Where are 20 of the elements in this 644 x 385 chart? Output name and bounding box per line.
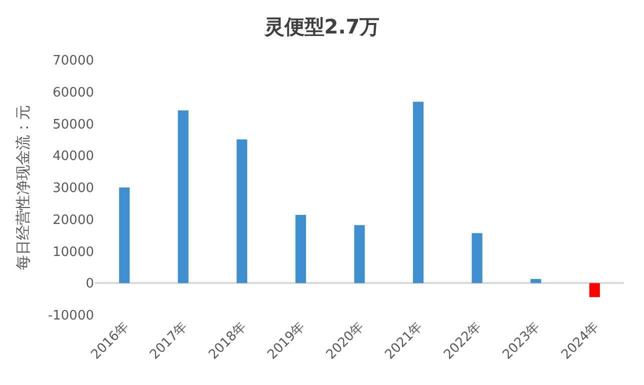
bar xyxy=(295,214,306,284)
y-tick-label: 10000 xyxy=(52,244,94,260)
y-tick-label: 70000 xyxy=(52,54,94,69)
y-axis-title: 每日经营性净现金流：元 xyxy=(14,105,32,270)
y-tick-label: 30000 xyxy=(52,181,94,196)
y-tick-label: 50000 xyxy=(52,117,94,132)
bar xyxy=(354,225,365,284)
bar xyxy=(472,233,482,284)
bar xyxy=(412,102,424,284)
bar xyxy=(530,278,542,284)
bar xyxy=(178,110,188,284)
bar xyxy=(119,188,130,284)
bar xyxy=(236,139,248,284)
y-tick-label: 0 xyxy=(86,276,94,292)
y-tick-label: 60000 xyxy=(52,85,94,100)
y-tick-label: 40000 xyxy=(52,149,94,164)
bar xyxy=(589,283,600,298)
y-tick-label: -10000 xyxy=(48,308,94,324)
chart-title: 灵便型2.7万 xyxy=(263,14,380,38)
y-tick-label: 20000 xyxy=(52,212,94,228)
